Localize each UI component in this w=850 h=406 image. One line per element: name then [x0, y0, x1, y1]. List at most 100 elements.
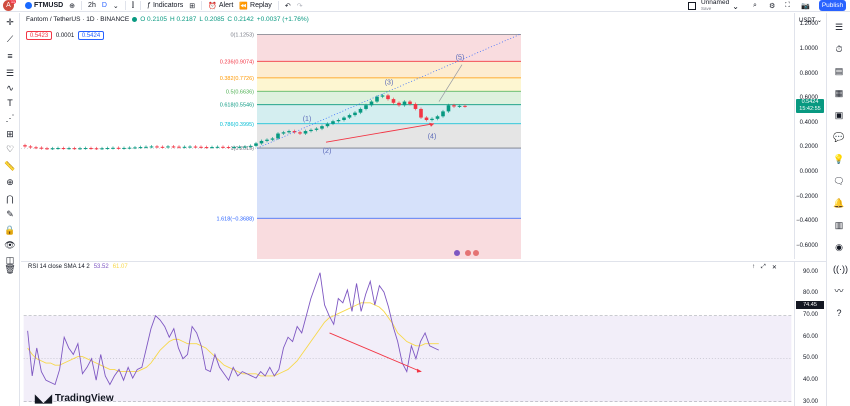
candle-body — [45, 148, 49, 150]
candle-body — [430, 118, 434, 121]
crosshair-tool[interactable]: ✛ — [4, 16, 16, 28]
hide-tool[interactable]: 👁 — [4, 239, 16, 251]
drawing-toolbar: ✛ ⟋ ≡ ☰ ∿ T ⋰ ⊞ ♡ 📏 ⊕ ⋂ ✎ 🔒 👁 ◫ 🗑 — [0, 13, 20, 406]
buy-price-box[interactable]: 0.5424 — [78, 31, 104, 40]
price-tick-label: 0.6000 — [799, 95, 818, 102]
help-button[interactable]: ? — [833, 307, 845, 319]
chart-type-button[interactable]: ⫿ — [129, 0, 137, 12]
fib-zone — [257, 77, 521, 92]
search-button[interactable]: ⌕ — [750, 0, 760, 12]
sell-price-box[interactable]: 0.5423 — [26, 31, 52, 40]
price-tick-label: −0.2000 — [796, 193, 818, 200]
alerts-panel-button[interactable]: ⏱ — [833, 43, 845, 55]
chats-button[interactable]: 🗨 — [833, 175, 845, 187]
candle-body — [331, 121, 335, 124]
data-window-button[interactable]: ▤ — [833, 65, 845, 77]
compare-button[interactable]: ⊕ — [66, 0, 78, 12]
alert-button[interactable]: ⏰ Alert — [208, 2, 234, 10]
candle-body — [386, 95, 390, 100]
rsi-tick-label: 30.00 — [802, 398, 818, 405]
streams-button[interactable]: 💡 — [833, 153, 845, 165]
notifications-button[interactable]: 🔔 — [833, 197, 845, 209]
rsi-pane[interactable] — [21, 261, 794, 406]
redo-button[interactable]: ↷ — [294, 0, 306, 12]
interval-2h-button[interactable]: 2h — [88, 2, 96, 9]
rsi-scale[interactable]: 90.00 80.00 70.00 60.00 50.00 40.00 30.00 — [794, 261, 826, 406]
wave-label: (4) — [428, 133, 437, 140]
broadcast-button[interactable]: ◉ — [833, 241, 845, 253]
price-scale[interactable]: USDT ⌄ 1.2000 1.0000 0.8000 0.6000 0.4000 0.2… — [794, 13, 826, 259]
candle-body — [452, 105, 456, 107]
trend-line-tool[interactable]: ⟋ — [4, 33, 16, 45]
indicators-button[interactable]: ƒ Indicators — [147, 2, 184, 9]
tv-logo-icon: ◣◢ — [35, 393, 52, 405]
favorites-tool[interactable]: ♡ — [4, 143, 16, 155]
user-avatar[interactable]: A — [3, 0, 14, 11]
publish-button[interactable]: Publish — [819, 0, 846, 11]
divider — [124, 1, 126, 10]
templates-button[interactable]: ⊞ — [186, 0, 198, 12]
snapshot-button[interactable]: 📷 — [798, 0, 813, 12]
candle-body — [413, 104, 418, 109]
candles-icon: ⫿ — [131, 1, 135, 9]
stay-drawing-tool[interactable]: ✎ — [4, 208, 16, 220]
rsi-divergence-arrow — [329, 332, 422, 373]
trend-line-icon: ⟋ — [6, 34, 14, 44]
candle-body — [182, 146, 187, 148]
signal-button[interactable]: ((·)) — [833, 263, 848, 275]
widget-toolbar: ☰ ⏱ ▤ ▦ ▣ 💬 💡 🗨 🔔 ▥ ◉ ((·)) 〰 ? — [826, 13, 850, 406]
replay-button[interactable]: ⏪ Replay — [239, 2, 272, 10]
interval-d-button[interactable]: D — [101, 2, 107, 9]
delete-tool[interactable]: 🗑 — [4, 263, 16, 275]
layout-menu[interactable]: Unnamed Save ⌄ — [688, 0, 739, 12]
watchlist-button[interactable]: ☰ — [833, 21, 845, 33]
candle-body — [94, 148, 99, 150]
legend-change: +0.0037 (+1.76%) — [256, 16, 309, 23]
fullscreen-button[interactable]: ⛶ — [782, 0, 793, 12]
horizontal-lines-tool[interactable]: ≡ — [4, 50, 16, 62]
measure-tool[interactable]: ⊞ — [4, 128, 16, 140]
plus-circle-icon: ⊕ — [69, 2, 76, 10]
close-icon[interactable]: ✕ — [771, 265, 777, 271]
settings-button[interactable]: ⚙ — [766, 0, 778, 12]
candle-body — [336, 120, 341, 122]
price-tick-label: 1.2000 — [799, 21, 818, 28]
legend-low: L 0.2085 — [199, 16, 225, 23]
candle-body — [83, 148, 88, 150]
path-tool[interactable]: ⋰ — [4, 112, 16, 124]
main-chart[interactable]: 0(1.1253) 0.236(0.9074) 0.382(0.7726) 0.5(0… — [21, 13, 794, 259]
currency-selector[interactable]: USDT ⌄ — [799, 18, 822, 24]
rsi-tick-label: 80.00 — [802, 290, 818, 297]
pine-editor-button[interactable]: 〰 — [833, 285, 845, 297]
calendar-button[interactable]: ▣ — [833, 109, 845, 121]
candle-body — [303, 131, 308, 134]
candle-body — [397, 102, 401, 106]
lock-tool[interactable]: 🔒 — [4, 224, 16, 236]
fib-level-label: 0.5(0.6636) — [226, 89, 254, 95]
ruler-tool[interactable]: 📏 — [4, 160, 16, 172]
hotlists-button[interactable]: ▦ — [833, 87, 845, 99]
symbol-search-button[interactable]: FTMUSD — [22, 0, 66, 12]
object-tree-tool[interactable]: ◫ — [4, 254, 16, 266]
undo-button[interactable]: ↶ — [282, 0, 294, 12]
arrow-up-icon[interactable]: ↑ — [752, 264, 755, 270]
candle-body — [111, 147, 115, 149]
calculator-button[interactable]: ▥ — [833, 219, 845, 231]
candle-body — [171, 146, 176, 148]
text-tool[interactable]: T — [4, 97, 16, 109]
wave-icon: ∿ — [6, 83, 14, 93]
zoom-tool[interactable]: ⊕ — [4, 176, 16, 188]
magnet-tool[interactable]: ⋂ — [4, 193, 16, 205]
rsi-tick-label: 40.00 — [802, 377, 818, 384]
text-icon: T — [7, 98, 13, 108]
patterns-tool[interactable]: ∿ — [4, 82, 16, 94]
legend-open: O 0.2105 — [140, 16, 167, 23]
interval-dropdown[interactable]: ⌄ — [110, 0, 122, 12]
candle-body — [204, 147, 209, 149]
pitchfork-tool[interactable]: ☰ — [4, 67, 16, 79]
maximize-icon[interactable]: ⤢ — [761, 264, 766, 270]
ideas-button[interactable]: 💬 — [833, 131, 845, 143]
flag-event-icon — [473, 250, 479, 256]
fib-icon: ☰ — [5, 68, 15, 78]
chart-legend: Fantom / TetherUS · 1D · BINANCE O 0.210… — [26, 16, 309, 23]
